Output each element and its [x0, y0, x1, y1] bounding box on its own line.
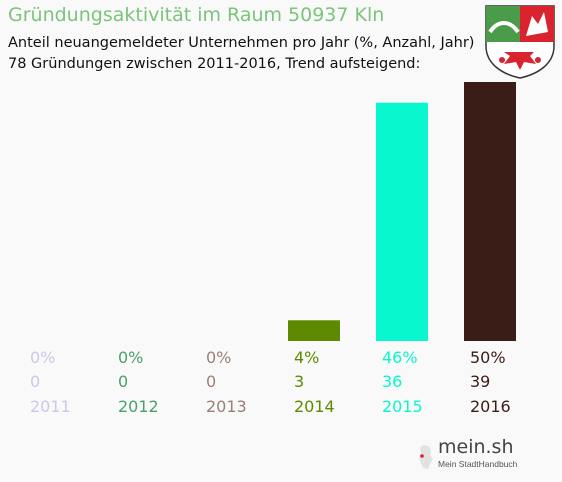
count-label-2015: 36	[382, 372, 402, 391]
count-label-2014: 3	[294, 372, 304, 391]
nrw-coat-of-arms-icon	[485, 5, 555, 79]
year-label-2014: 2014	[294, 397, 335, 416]
mein-sh-logo[interactable]: mein.sh Mein StadtHandbuch	[418, 436, 528, 476]
year-label-2011: 2011	[30, 397, 71, 416]
percent-label-2012: 0%	[118, 348, 143, 367]
bar-2015	[376, 102, 428, 341]
bar-2016	[464, 82, 516, 341]
germany-map-icon	[419, 445, 433, 469]
percent-label-2015: 46%	[382, 348, 418, 367]
count-label-2011: 0	[30, 372, 40, 391]
percent-label-2016: 50%	[470, 348, 506, 367]
count-label-2016: 39	[470, 372, 490, 391]
count-label-2012: 0	[118, 372, 128, 391]
chart-title: Gründungsaktivität im Raum 50937 Kln	[8, 4, 385, 26]
chart-subtitle: Anteil neuangemeldeter Unternehmen pro J…	[8, 35, 475, 51]
count-label-2013: 0	[206, 372, 216, 391]
percent-label-2011: 0%	[30, 348, 55, 367]
year-label-2012: 2012	[118, 397, 159, 416]
percent-label-2014: 4%	[294, 348, 319, 367]
brand-tagline: Mein StadtHandbuch	[438, 459, 518, 469]
year-label-2015: 2015	[382, 397, 423, 416]
year-label-2013: 2013	[206, 397, 247, 416]
percent-label-2013: 0%	[206, 348, 231, 367]
year-label-2016: 2016	[470, 397, 511, 416]
bar-2014	[288, 320, 340, 341]
chart-summary: 78 Gründungen zwischen 2011-2016, Trend …	[8, 56, 421, 72]
brand-name: mein.sh	[438, 436, 514, 458]
